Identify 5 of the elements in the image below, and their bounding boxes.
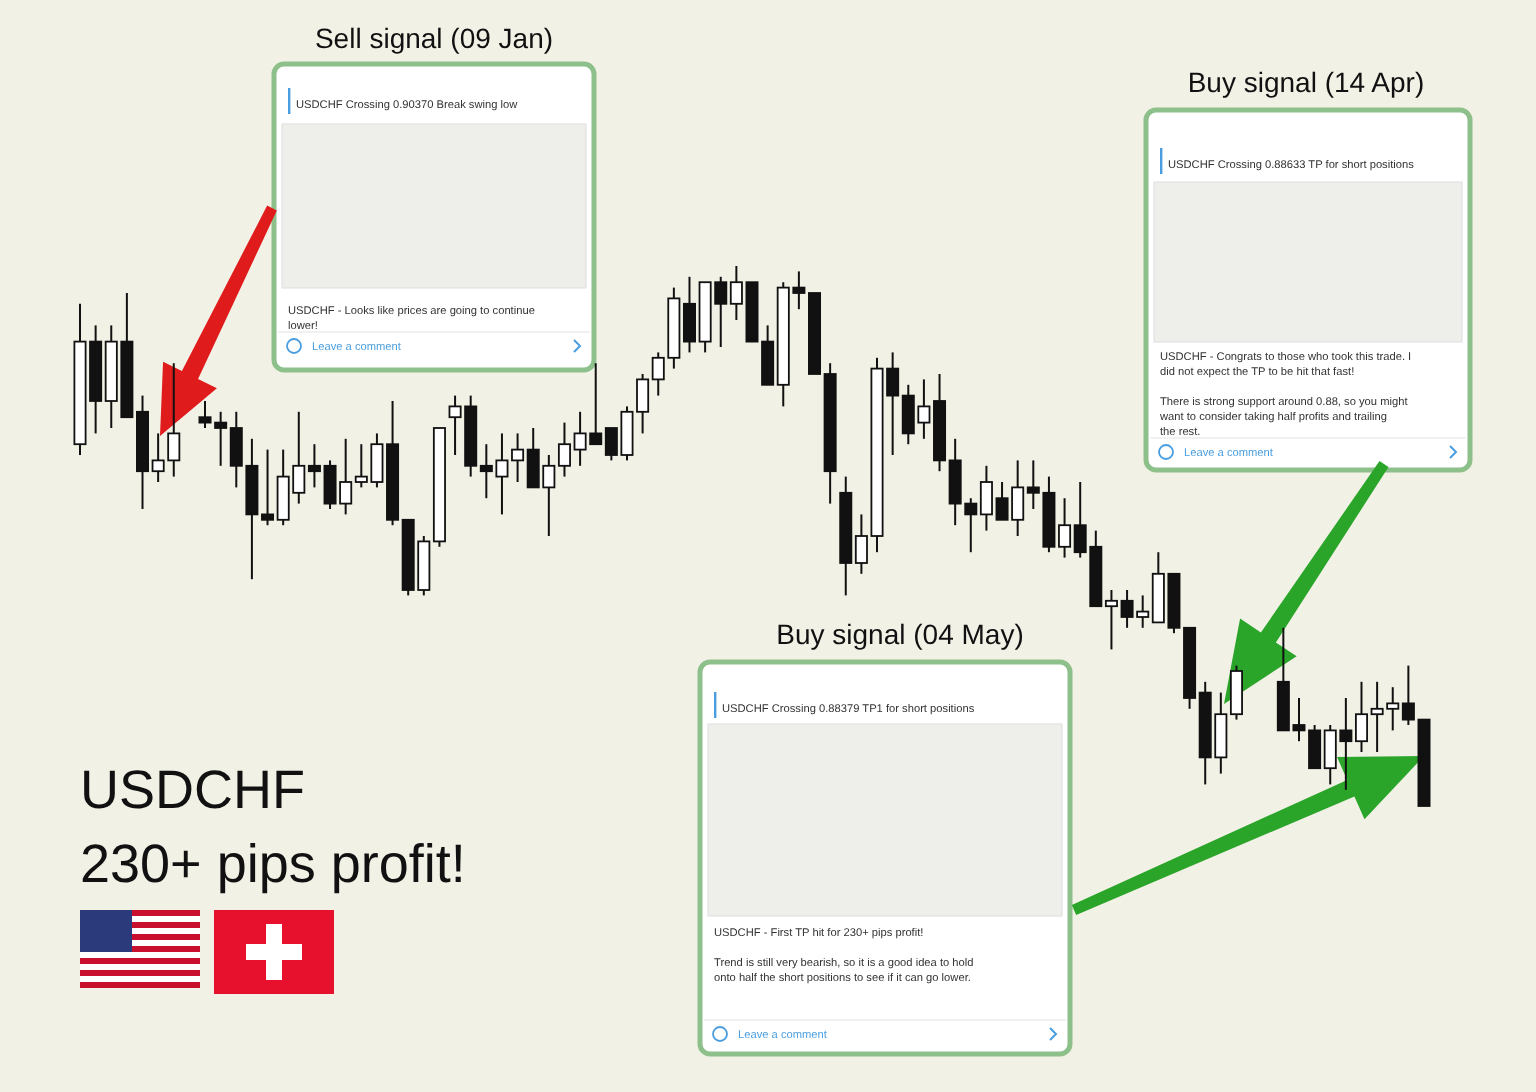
text: USDCHF (80, 760, 305, 820)
text: 230+ pips profit! (80, 834, 466, 894)
text: Sell signal (09 Jan) (314, 22, 554, 54)
text: Buy signal (14 Apr) (1187, 66, 1425, 98)
annotation: Buy signal (04 May) (776, 618, 1024, 650)
